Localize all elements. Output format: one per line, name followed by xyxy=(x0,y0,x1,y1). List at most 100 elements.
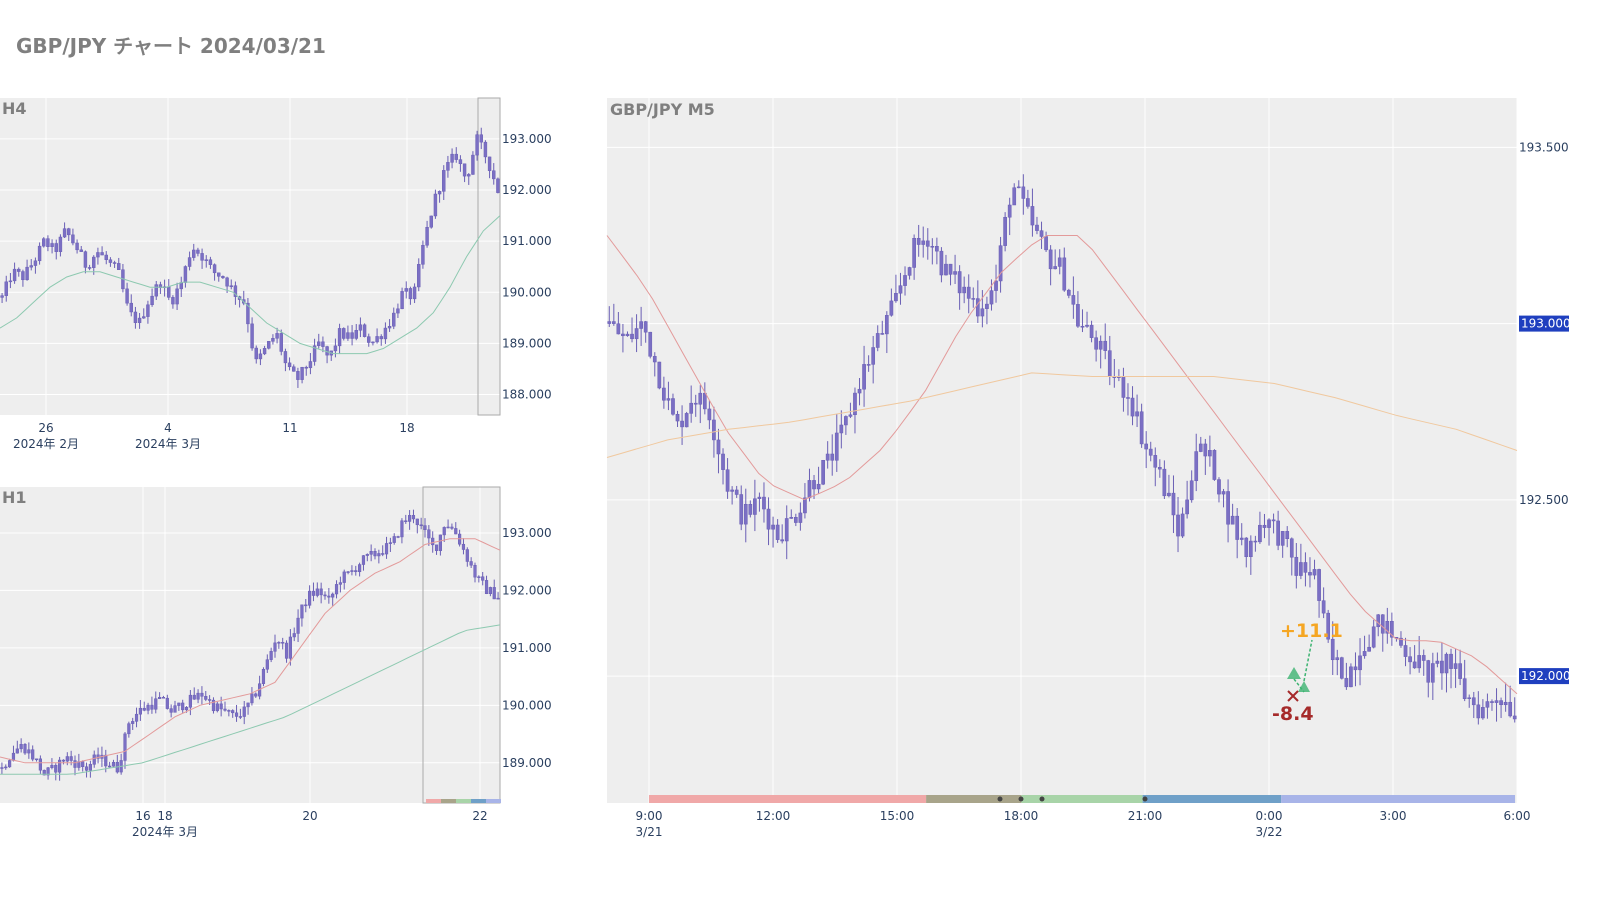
candle-body xyxy=(994,280,998,291)
candle-body xyxy=(966,286,971,299)
candle-body xyxy=(1321,600,1326,614)
candle-body xyxy=(150,704,154,710)
candle-body xyxy=(907,267,912,276)
candle-body xyxy=(1353,666,1358,671)
candle-body xyxy=(1349,666,1353,688)
candle-body xyxy=(985,303,989,309)
candle-body xyxy=(442,527,446,536)
candle-body xyxy=(381,553,385,555)
candle-body xyxy=(1258,524,1262,543)
candle-body xyxy=(734,489,739,495)
candle-body xyxy=(1471,697,1476,706)
candle-body xyxy=(392,536,396,543)
candle-body xyxy=(254,693,258,697)
candle-body xyxy=(8,280,13,283)
x-tick-label: 18 xyxy=(399,421,414,435)
candle-body xyxy=(283,351,288,364)
y-tick-label: 192.500 xyxy=(1519,493,1569,507)
candle-body xyxy=(1021,186,1026,199)
candle-body xyxy=(284,642,289,659)
candle-body xyxy=(250,693,254,704)
candle-body xyxy=(133,311,138,323)
candle-body xyxy=(916,237,921,245)
candle-body xyxy=(648,331,653,357)
candle-body xyxy=(42,769,46,776)
candle-body xyxy=(315,588,319,596)
candle-body xyxy=(621,333,625,337)
page-title: GBP/JPY チャート 2024/03/21 xyxy=(16,34,326,58)
candle-body xyxy=(331,593,335,598)
candle-body xyxy=(716,439,721,455)
candle-body xyxy=(411,515,416,520)
candle-body xyxy=(1289,538,1294,558)
x-tick-sublabel: 2024年 2月 xyxy=(13,437,79,451)
session-band-late xyxy=(1281,795,1515,803)
candle-body xyxy=(334,584,339,595)
candle-body xyxy=(442,170,446,192)
candle-body xyxy=(254,347,258,360)
candle-body xyxy=(1107,350,1112,377)
candle-body xyxy=(1103,340,1108,351)
candle-body xyxy=(1444,653,1449,674)
candle-body xyxy=(37,245,42,262)
candle-body xyxy=(31,749,35,760)
candle-body xyxy=(1148,448,1153,456)
candle-body xyxy=(894,292,898,302)
candle-body xyxy=(392,312,396,327)
y-tick-label: 191.000 xyxy=(502,234,552,248)
candle-body xyxy=(250,323,254,349)
price-label-box xyxy=(1519,668,1569,685)
candle-body xyxy=(1512,715,1517,720)
candle-body xyxy=(125,288,129,304)
candle-body xyxy=(61,759,66,762)
candle-body xyxy=(1248,540,1253,557)
candle-body xyxy=(238,716,242,718)
candle-body xyxy=(903,275,907,286)
candle-body xyxy=(69,756,73,761)
candle-body xyxy=(288,636,292,659)
y-tick-label: 190.000 xyxy=(502,698,552,712)
candle-body xyxy=(880,333,885,335)
highlight-box xyxy=(477,97,501,416)
candle-body xyxy=(1490,701,1494,703)
candle-body xyxy=(957,271,962,294)
candle-body xyxy=(1485,701,1490,708)
candle-body xyxy=(154,284,158,297)
candle-body xyxy=(181,702,185,711)
candle-body xyxy=(267,341,271,349)
candle-body xyxy=(450,526,454,529)
candle-body xyxy=(62,228,67,238)
candle-body xyxy=(246,702,250,708)
candle-body xyxy=(1057,257,1062,267)
candle-body xyxy=(246,302,250,325)
candle-body xyxy=(296,371,300,380)
candle-body xyxy=(358,564,362,573)
session-band xyxy=(471,799,486,803)
candle-body xyxy=(71,234,75,244)
candle-body xyxy=(652,356,657,363)
candle-body xyxy=(753,498,757,515)
candle-body xyxy=(342,571,346,583)
candle-body xyxy=(484,580,489,594)
candle-body xyxy=(0,767,4,769)
trade-link-line xyxy=(1293,678,1305,693)
ma-long-line xyxy=(606,372,1518,458)
candle-body xyxy=(1062,257,1067,291)
candle-body xyxy=(171,297,175,305)
candle-body xyxy=(323,594,327,597)
candle-body xyxy=(1385,621,1390,634)
candle-body xyxy=(421,244,425,265)
candle-body xyxy=(483,141,488,158)
candle-body xyxy=(92,256,96,268)
candle-body xyxy=(698,392,703,405)
candle-body xyxy=(1194,451,1199,482)
candle-body xyxy=(462,163,467,177)
candle-body xyxy=(1312,569,1317,576)
candle-body xyxy=(333,345,338,352)
candle-body xyxy=(1139,411,1144,445)
candle-body xyxy=(321,341,325,347)
candle-body xyxy=(725,469,730,492)
candle-body xyxy=(42,238,46,247)
candle-body xyxy=(54,243,58,252)
candle-body xyxy=(311,590,316,596)
